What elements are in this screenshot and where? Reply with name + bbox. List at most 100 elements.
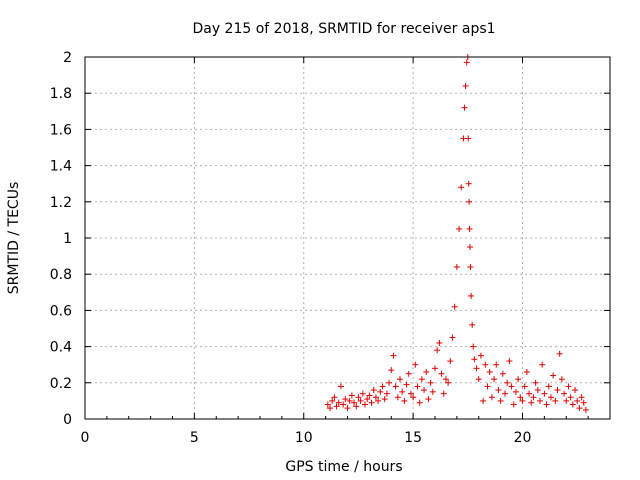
x-tick-label: 20 [514,430,532,446]
data-point [451,303,458,310]
data-point [466,198,473,205]
data-point [532,379,539,386]
data-point [508,383,515,390]
data-point [348,392,355,399]
data-point [337,383,344,390]
data-point [467,244,473,251]
data-point [493,361,500,368]
data-point [512,388,519,395]
data-point [475,376,482,383]
data-point [410,394,417,401]
data-point [456,225,463,232]
y-tick-label: 0 [63,412,72,428]
data-point [534,387,541,394]
data-point [388,367,395,374]
data-point [467,263,474,270]
plot-frame [84,56,611,420]
data-point [567,394,574,401]
data-point [362,401,368,408]
ticks: 00.20.40.60.811.21.41.61.820 5 10 15 20 [50,50,610,446]
data-point [432,365,438,372]
data-point [333,403,340,410]
data-point [401,397,408,404]
data-point [445,379,452,386]
data-point [491,376,498,383]
data-point [484,383,491,390]
data-point [394,394,401,401]
data-point [324,401,331,408]
data-point [480,397,487,404]
data-point [504,379,511,386]
data-point [440,390,447,397]
data-point [497,397,504,404]
data-point [510,401,517,408]
y-tick-label: 1.6 [50,122,72,138]
data-point [353,403,360,410]
data-point [447,358,454,365]
grid [85,57,610,419]
data-point [543,401,550,408]
y-tick-label: 0.4 [50,340,72,356]
data-point [427,379,434,386]
data-point [582,406,589,413]
data-point [519,397,526,404]
data-point [458,184,465,191]
data-point [517,394,524,401]
data-point [438,370,445,377]
data-point [552,397,559,404]
data-point [390,352,397,359]
data-point [370,387,377,394]
data-point [340,401,347,408]
data-point [465,135,472,142]
data-point [530,394,537,401]
x-tick-label: 15 [404,430,422,446]
data-point [357,397,364,404]
data-point [329,397,336,404]
data-point [521,383,528,390]
data-point [327,405,333,412]
data-point [351,399,358,406]
data-point [366,392,373,399]
data-point [466,225,473,232]
data-point [403,381,410,388]
data-point [576,405,583,412]
data-point [506,358,513,365]
x-axis-label: GPS time / hours [285,459,402,475]
data-point [471,356,478,363]
y-axis-label: SRMTID / TECUs [6,182,22,295]
data-point [528,399,535,406]
data-point [342,396,349,403]
data-point [495,387,502,394]
data-point [547,394,554,401]
data-point [465,180,472,187]
data-point [399,388,406,395]
data-point [499,370,506,377]
x-tick-label: 5 [190,430,199,446]
data-point [580,399,587,406]
data-point [470,343,477,350]
data-point [462,82,469,89]
data-point [473,365,480,372]
data-points [324,54,589,413]
data-point [375,397,382,404]
data-point [418,376,425,383]
y-tick-label: 0.2 [50,376,72,392]
y-tick-label: 1.8 [50,86,72,102]
data-point [379,383,386,390]
data-point [397,376,403,383]
y-tick-label: 2 [63,50,72,66]
data-point [344,405,351,412]
data-point [423,368,430,375]
data-point [554,387,561,394]
data-point [539,361,546,368]
data-point [383,390,390,397]
data-point [346,397,353,404]
y-tick-label: 1.4 [50,159,72,175]
data-point [453,263,460,270]
data-point [468,292,475,299]
data-point [469,321,476,328]
x-tick-label: 10 [295,430,313,446]
data-point [386,379,393,386]
data-point [572,387,578,394]
